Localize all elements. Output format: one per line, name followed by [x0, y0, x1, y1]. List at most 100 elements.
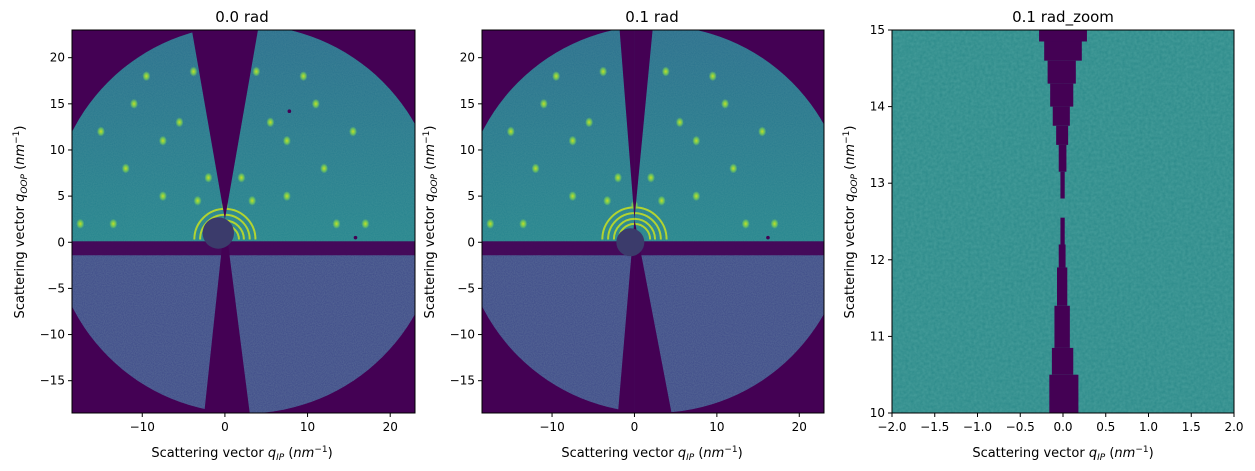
bragg-peak	[193, 195, 202, 206]
gap-segment	[1039, 30, 1087, 42]
y-tick-label: 11	[870, 329, 885, 343]
bragg-peak	[129, 98, 138, 109]
bragg-peak	[486, 218, 495, 229]
panel-0-1-rad: 0.1 rad −10 0 10 20 −15 −10 −5 0 5 10 15 20 Scatter…	[422, 8, 825, 463]
bragg-peak	[657, 195, 666, 206]
bragg-peak	[568, 191, 577, 202]
gap-segment	[1051, 347, 1074, 375]
bragg-peak	[320, 163, 329, 174]
bragg-peak	[552, 71, 561, 82]
gap-segment	[1050, 83, 1074, 107]
y-tick-label: 15	[870, 23, 885, 37]
bragg-peak	[158, 191, 167, 202]
bragg-peak	[531, 163, 540, 174]
x-tick-label: −2.0	[877, 420, 906, 434]
image	[72, 30, 415, 413]
plot-area	[892, 30, 1234, 413]
y-tick-label: 14	[870, 100, 885, 114]
dead-pixel	[766, 235, 770, 240]
y-tick-label: 5	[57, 189, 65, 203]
bragg-peak	[361, 218, 370, 229]
y-tick-label: 10	[870, 406, 885, 420]
y-tick-label: 0	[57, 235, 65, 249]
bragg-peak	[332, 218, 341, 229]
y-tick-label: 12	[870, 253, 885, 267]
gap-segment	[1052, 106, 1070, 126]
bragg-peak	[96, 126, 105, 137]
y-axis-label: Scattering vector qOOP​ (nm−1​)	[422, 126, 440, 319]
x-tick-label: 0	[221, 420, 229, 434]
panel-title: 0.0 rad	[215, 8, 269, 26]
x-tick-label: 20	[383, 420, 398, 434]
bragg-peak	[708, 71, 717, 82]
bragg-peak	[539, 98, 548, 109]
y-tick-label: 15	[460, 97, 475, 111]
bragg-peak	[248, 195, 257, 206]
detector-gap	[617, 30, 635, 413]
bragg-peak	[758, 126, 767, 137]
x-tick-label: 2.0	[1224, 420, 1243, 434]
gap-segment	[1058, 244, 1066, 268]
bragg-peak	[109, 218, 118, 229]
gap-segment	[1058, 144, 1067, 172]
dead-pixel	[353, 235, 358, 240]
y-axis-label: Scattering vector qOOP​ (nm−1​)	[842, 126, 860, 319]
bragg-peak	[770, 218, 779, 229]
x-tick-label: 1.0	[1139, 420, 1158, 434]
gap-segment	[1047, 60, 1076, 84]
bragg-peak	[519, 218, 528, 229]
y-axis-label: Scattering vector qOOP​ (nm−1​)	[12, 126, 30, 319]
axes: −10 0 10 20 −15 −10 −5 0 5 10 15 20	[40, 29, 416, 434]
bragg-peak	[266, 117, 275, 128]
beamstop	[616, 228, 645, 257]
bragg-peak	[692, 191, 701, 202]
axes-frame	[71, 29, 416, 414]
plot-area	[482, 30, 824, 413]
gap-segment	[1049, 374, 1079, 413]
bragg-peak	[613, 172, 622, 183]
beamstop	[202, 217, 234, 249]
x-axis-label: Scattering vector qIP​ (nm−1​)	[972, 445, 1153, 463]
bragg-peak	[76, 218, 85, 229]
gap-segment	[1056, 125, 1069, 145]
y-tick-label: −5	[47, 281, 65, 295]
bragg-peak	[237, 172, 246, 183]
bragg-peak	[741, 218, 750, 229]
bragg-peak	[721, 98, 730, 109]
gap-segment	[1054, 305, 1070, 348]
y-tick-label: −15	[40, 374, 65, 388]
horizon-band	[72, 241, 415, 256]
y-tick-label: 13	[870, 176, 885, 190]
axes: −10 0 10 20 −15 −10 −5 0 5 10 15 20	[450, 29, 825, 434]
y-tick-label: 10	[50, 143, 65, 157]
x-tick-label: −10	[130, 420, 155, 434]
bragg-peak	[158, 135, 167, 146]
bragg-peak	[311, 98, 320, 109]
x-tick-label: −1.0	[963, 420, 992, 434]
panel-0-rad: 0.0 rad −10 0 10 20 −15 −10 −5 0 5 10 15 20 Scatter…	[12, 8, 416, 463]
bragg-peak	[646, 172, 655, 183]
panel-0-1-rad-zoom: 0.1 rad_zoom −2.0 −1.5 −1.0 −0.5 0.0 0.5 1.0 1.…	[842, 8, 1244, 463]
panel-title: 0.1 rad	[625, 8, 679, 26]
y-tick-label: 10	[460, 143, 475, 157]
x-tick-label: −0.5	[1006, 420, 1035, 434]
y-tick-label: −5	[457, 281, 475, 295]
y-tick-label: 5	[467, 189, 475, 203]
x-axis-label: Scattering vector qIP​ (nm−1​)	[151, 445, 332, 463]
gap-segment	[1057, 267, 1068, 306]
bragg-peak	[729, 163, 738, 174]
y-tick-label: −15	[450, 374, 475, 388]
x-tick-label: 0.0	[1053, 420, 1072, 434]
x-tick-label: 0.5	[1096, 420, 1115, 434]
bragg-peak	[568, 135, 577, 146]
bragg-peak	[121, 163, 130, 174]
y-tick-label: 20	[50, 51, 65, 65]
axes-frame	[481, 29, 825, 414]
panel-title: 0.1 rad_zoom	[1012, 8, 1114, 27]
bragg-peak	[282, 191, 291, 202]
bragg-peak	[692, 135, 701, 146]
bragg-peak	[282, 135, 291, 146]
x-tick-label: 20	[792, 420, 807, 434]
bragg-peak	[299, 71, 308, 82]
bragg-peak	[252, 66, 261, 77]
